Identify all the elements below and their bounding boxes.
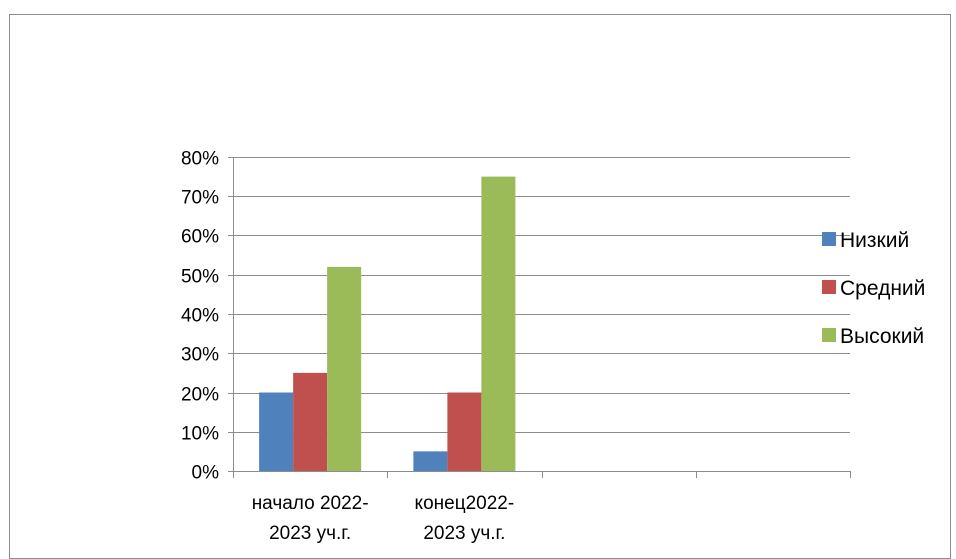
legend: Низкий Средний Высокий bbox=[822, 229, 925, 348]
legend-label: Средний bbox=[840, 277, 925, 300]
x-tick-label: начало 2022-2023 уч.г. bbox=[252, 493, 369, 544]
bar-2-cat-2 bbox=[447, 392, 482, 471]
y-tick-label: 70% bbox=[181, 188, 219, 209]
bar-3-cat-1 bbox=[327, 266, 362, 471]
y-tick-label: 30% bbox=[181, 345, 219, 366]
legend-label: Низкий bbox=[840, 229, 909, 252]
y-tick-label: 80% bbox=[181, 149, 219, 170]
legend-swatch bbox=[822, 328, 836, 342]
legend-label: Высокий bbox=[840, 325, 924, 348]
y-tick-label: 20% bbox=[181, 385, 219, 406]
y-tick-label: 10% bbox=[181, 424, 219, 445]
y-axis-tick-labels: 0% 10% 20% 30% 40% 50% 60% 70% 80% bbox=[181, 149, 219, 484]
y-tick-label: 40% bbox=[181, 306, 219, 327]
legend-swatch bbox=[822, 232, 836, 246]
bar-3-cat-2 bbox=[481, 176, 516, 471]
legend-swatch bbox=[822, 280, 836, 294]
axes bbox=[228, 157, 851, 478]
x-tick-label: конец2022-2023 уч.г. bbox=[415, 493, 515, 544]
y-tick-label: 50% bbox=[181, 267, 219, 288]
bar-1-cat-2 bbox=[413, 451, 448, 471]
y-tick-label: 0% bbox=[192, 463, 220, 484]
bar-2-cat-1 bbox=[293, 372, 328, 471]
bar-1-cat-1 bbox=[259, 392, 294, 471]
x-axis-tick-labels: начало 2022-2023 уч.г. конец2022-2023 уч.… bbox=[252, 493, 515, 544]
y-tick-label: 60% bbox=[181, 227, 219, 248]
bars bbox=[259, 176, 516, 471]
